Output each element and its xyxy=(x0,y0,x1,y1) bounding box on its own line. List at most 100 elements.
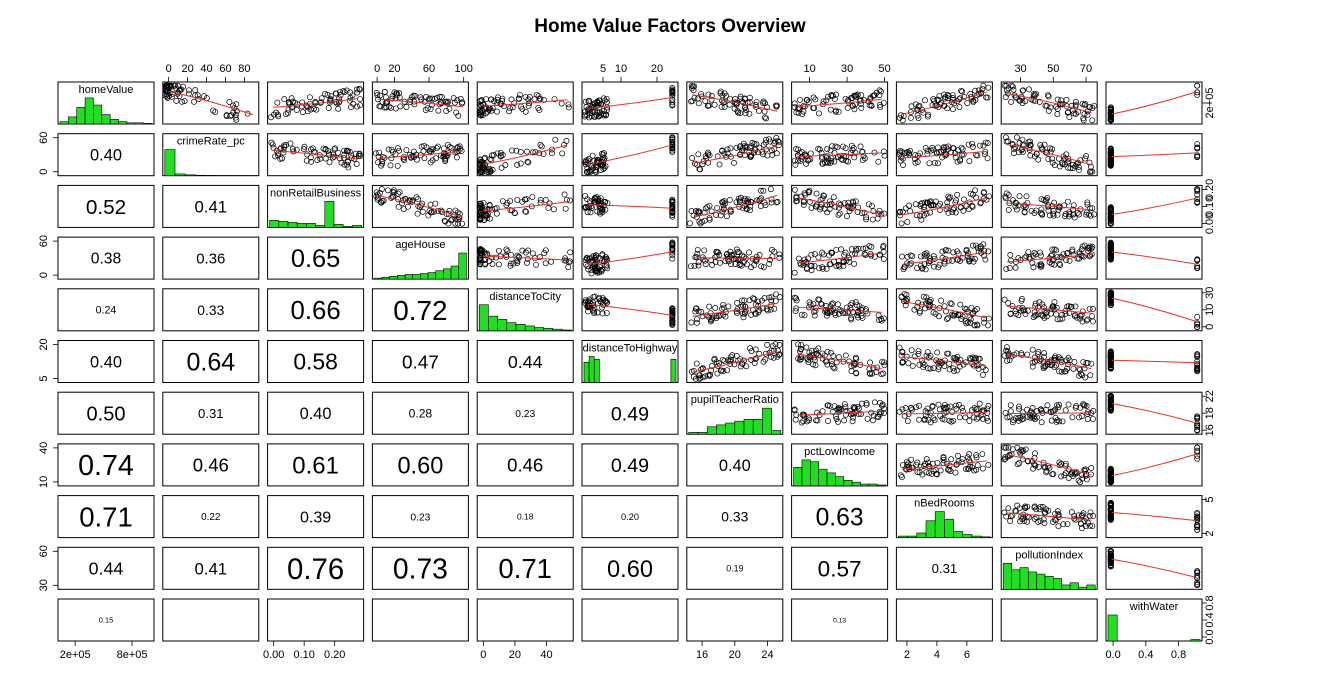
scatter-point xyxy=(333,90,340,97)
scatter-point xyxy=(767,186,774,193)
scatter-point xyxy=(934,459,941,466)
scatter-point xyxy=(922,97,928,104)
scatter-point xyxy=(450,95,457,102)
panel-frame xyxy=(162,236,260,280)
scatter-point xyxy=(957,301,964,308)
scatter-point xyxy=(567,249,574,256)
scatter-point xyxy=(715,249,722,256)
tick-label: 30 xyxy=(1204,287,1216,299)
scatter-point xyxy=(903,149,910,156)
correlation-value: 0.76 xyxy=(287,553,344,586)
scatter-point xyxy=(1079,101,1086,107)
scatter-point xyxy=(459,220,466,227)
smoother-line xyxy=(692,94,778,112)
scatter-point xyxy=(975,248,982,255)
tick-label: 60 xyxy=(38,235,50,247)
scatter-point xyxy=(582,193,589,200)
scatter-point xyxy=(1090,415,1096,422)
histogram-bar xyxy=(76,107,86,125)
scatter-point xyxy=(1005,192,1012,198)
scatter-point xyxy=(979,451,986,458)
scatter-point xyxy=(601,258,607,265)
scatter-point xyxy=(669,145,676,152)
scatter-point xyxy=(478,247,485,254)
tick-label: 40 xyxy=(540,649,552,661)
scatter-point xyxy=(509,147,515,154)
panel-6-0: 0.50 xyxy=(57,391,155,435)
scatter-point xyxy=(945,143,952,150)
histogram-bar xyxy=(374,277,383,280)
panel-2-0: 0.52 xyxy=(57,184,155,228)
scatter-point xyxy=(591,108,598,115)
smoother-line xyxy=(692,194,778,218)
scatter-point xyxy=(311,105,317,112)
smoother-line xyxy=(1111,558,1197,578)
panel-frame xyxy=(895,184,993,228)
panel-1-10 xyxy=(1105,133,1203,177)
panel-4-10 xyxy=(1105,288,1203,332)
scatter-point xyxy=(1194,82,1201,89)
histogram-bar xyxy=(515,323,526,332)
variable-label: crimeRate_pc xyxy=(177,136,245,148)
histogram-bar xyxy=(352,225,362,228)
histogram-bar xyxy=(324,201,335,228)
scatter-point xyxy=(957,157,964,164)
histogram-bar xyxy=(801,459,811,487)
scatter-point xyxy=(858,105,865,111)
panel-8-1: 0.22 xyxy=(162,495,260,539)
scatter-point xyxy=(1068,509,1075,516)
scatter-point xyxy=(875,158,882,165)
scatter-point xyxy=(942,247,949,254)
scatter-point xyxy=(716,161,723,168)
tick-label: 0.20 xyxy=(324,649,345,661)
scatter-point xyxy=(1080,253,1087,260)
histogram-bar xyxy=(278,221,289,228)
panel-2-5 xyxy=(581,184,679,228)
scatter-point xyxy=(1084,416,1091,423)
scatter-point xyxy=(477,97,484,104)
correlation-value: 0.13 xyxy=(833,617,846,624)
scatter-point xyxy=(745,199,752,206)
scatter-point xyxy=(870,208,877,215)
scatter-point xyxy=(283,142,290,148)
scatter-point xyxy=(1039,211,1045,218)
scatter-point xyxy=(301,143,308,150)
scatter-point xyxy=(714,204,721,211)
panel-9-2: 0.76 xyxy=(267,546,365,590)
tick-label: 60 xyxy=(38,132,50,144)
smoother-line xyxy=(482,201,568,212)
panel-frame xyxy=(1000,598,1098,642)
smoother-line xyxy=(692,145,778,164)
scatter-point xyxy=(524,158,531,165)
scatter-point xyxy=(936,261,943,268)
scatter-point xyxy=(1194,509,1201,516)
scatter-point xyxy=(746,110,753,117)
scatter-point xyxy=(486,201,493,208)
histogram-bar xyxy=(851,481,861,487)
variable-label: distanceToHighway xyxy=(583,343,678,355)
scatter-point xyxy=(1026,86,1032,93)
scatter-point xyxy=(481,216,488,223)
panel-frame xyxy=(686,81,784,125)
histogram-bar xyxy=(443,268,452,280)
scatter-point xyxy=(418,96,425,103)
scatter-point xyxy=(212,109,219,115)
histogram-bar xyxy=(583,361,590,383)
panel-1-3 xyxy=(371,133,469,177)
histogram-bar xyxy=(697,432,708,435)
histogram-bar xyxy=(1002,562,1012,590)
scatter-point xyxy=(516,92,523,98)
scatter-point xyxy=(860,245,867,252)
histogram-bar xyxy=(1190,639,1201,642)
panel-2-3 xyxy=(371,184,469,228)
panel-8-6: 0.33 xyxy=(686,495,784,539)
scatter-point xyxy=(429,101,435,108)
scatter-point xyxy=(917,202,924,209)
scatter-point xyxy=(838,246,845,253)
histogram-bar xyxy=(118,121,128,125)
panel-4-0: 0.24 xyxy=(57,288,155,332)
histogram-bar xyxy=(59,121,69,125)
histogram-bar xyxy=(342,226,353,228)
scatter-point xyxy=(274,99,281,106)
scatter-point xyxy=(413,194,420,201)
